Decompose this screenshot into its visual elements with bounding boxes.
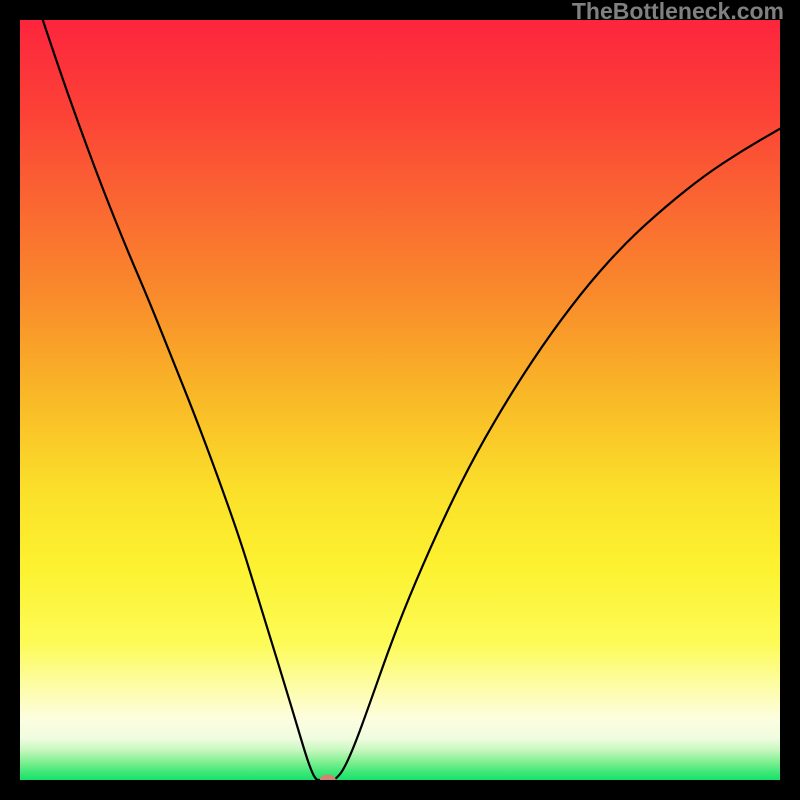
plot-area [20,20,780,780]
watermark-text: TheBottleneck.com [572,0,784,25]
chart-container: TheBottleneck.com [0,0,800,800]
plot-svg [20,20,780,780]
plot-background [20,20,780,780]
